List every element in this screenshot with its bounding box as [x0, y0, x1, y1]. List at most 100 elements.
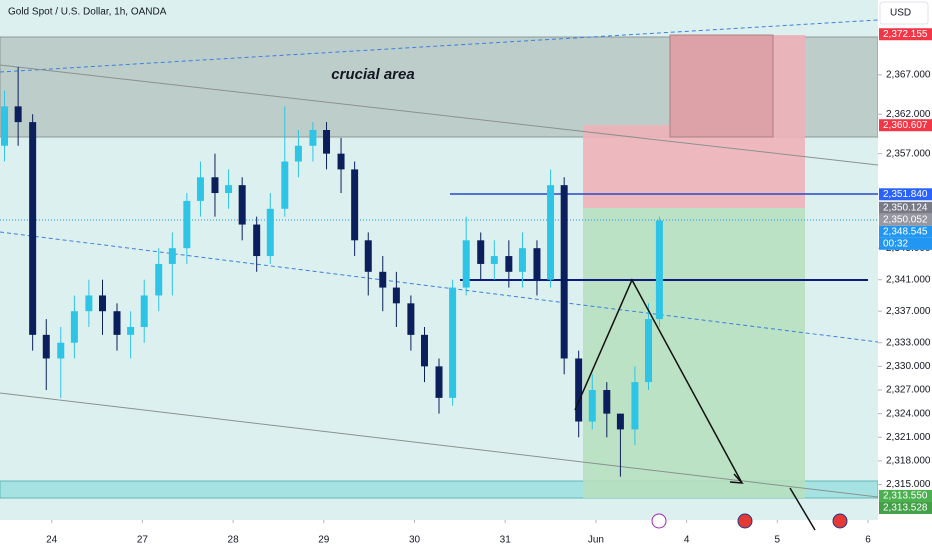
price-badge — [879, 489, 932, 502]
event-icon[interactable] — [832, 513, 848, 529]
candle-body — [113, 311, 121, 335]
y-tick-label: 2,327.000 — [886, 385, 931, 396]
price-badge-label: 2,360.607 — [883, 120, 928, 131]
x-tick-label: 5 — [775, 535, 781, 546]
candle-body — [533, 248, 541, 280]
candle-body — [309, 130, 317, 146]
y-tick-label: 2,362.000 — [886, 109, 931, 120]
y-tick-label: 2,341.000 — [886, 274, 931, 285]
candle-body — [211, 177, 219, 194]
price-axis — [878, 0, 932, 550]
candle-body — [505, 256, 513, 272]
countdown: 00:32 — [883, 238, 908, 249]
candle-body — [560, 185, 568, 359]
candle-body — [407, 303, 415, 335]
drawings — [0, 19, 878, 499]
price-badge — [879, 188, 932, 201]
candle-body — [266, 208, 274, 257]
candle-body — [588, 390, 596, 422]
candle-body — [435, 366, 443, 398]
y-tick-label: 2,324.000 — [886, 408, 931, 419]
candle-body — [155, 263, 163, 296]
arrow — [789, 487, 816, 531]
price-badge-label: 2,372.155 — [883, 29, 928, 40]
target-zone — [583, 208, 805, 498]
zone — [669, 34, 774, 138]
candle-body — [85, 295, 93, 312]
candle-body — [337, 153, 345, 170]
y-tick-label: 2,337.000 — [886, 306, 931, 317]
x-tick-label: 28 — [228, 535, 240, 546]
price-badge-label: 2,313.528 — [883, 503, 928, 514]
y-tick-label: 2,321.000 — [886, 432, 931, 443]
chart-title: Gold Spot / U.S. Dollar, 1h, OANDA — [8, 7, 167, 18]
price-badge-label: 2,350.052 — [883, 214, 928, 225]
candle-body — [645, 319, 653, 383]
candle-body — [449, 287, 457, 398]
x-tick-label: 31 — [500, 535, 512, 546]
arrow — [574, 278, 743, 484]
candle-body — [183, 200, 191, 249]
countdown-badge — [879, 237, 932, 250]
event-icons — [651, 513, 848, 529]
candle-body — [616, 413, 624, 430]
x-tick-label: 30 — [409, 535, 421, 546]
price-badge — [879, 213, 932, 226]
candles — [1, 66, 663, 477]
candle-body — [655, 220, 663, 320]
y-tick-label: 2,330.000 — [886, 361, 931, 372]
candle-body — [281, 161, 289, 209]
price-badge — [879, 28, 932, 41]
x-tick-label: Jun — [588, 535, 604, 546]
price-badge-label: 2,351.840 — [883, 189, 928, 200]
currency-box[interactable] — [879, 1, 929, 25]
candle-body — [140, 295, 148, 327]
candle-body — [225, 185, 233, 194]
candle-body — [420, 334, 428, 367]
candle-body — [253, 224, 261, 257]
candle-body — [42, 334, 50, 359]
candle-body — [238, 185, 246, 225]
trend-line — [0, 231, 878, 343]
candle-body — [196, 177, 204, 201]
x-tick-label: 6 — [865, 535, 871, 546]
y-tick-label: 2,318.000 — [886, 456, 931, 467]
event-icon[interactable] — [737, 513, 753, 529]
x-tick-label: 24 — [46, 535, 58, 546]
currency: USD — [890, 8, 911, 19]
candle-body — [98, 295, 106, 312]
time-axis — [0, 520, 878, 550]
candle-body — [575, 358, 583, 422]
stop-zone — [583, 125, 670, 208]
candle-body — [477, 240, 485, 264]
price-badge-label: 2,350.124 — [883, 202, 928, 213]
price-badge — [879, 119, 932, 132]
x-tick-label: 29 — [318, 535, 330, 546]
candle-body — [462, 240, 470, 288]
candle-body — [168, 248, 176, 264]
x-tick-label: 4 — [684, 535, 690, 546]
y-tick-label: 2,315.000 — [886, 479, 931, 490]
annotation: crucial area — [331, 66, 414, 83]
candle-body — [29, 122, 37, 335]
price-badge — [879, 225, 932, 238]
candle-body — [351, 169, 359, 241]
candle-body — [1, 106, 9, 146]
price-badge — [879, 201, 932, 214]
x-tick-label: 27 — [137, 535, 149, 546]
candle-body — [14, 106, 22, 123]
y-tick-label: 2,357.000 — [886, 148, 931, 159]
candle-body — [379, 271, 387, 288]
candle-body — [631, 382, 639, 430]
price-badge-label: 2,313.550 — [883, 491, 928, 502]
candle-body — [490, 256, 498, 264]
candle-body — [603, 390, 611, 414]
candle-body — [364, 240, 372, 272]
candle-body — [518, 248, 526, 272]
price-badge — [879, 501, 932, 514]
candle-body — [547, 185, 555, 280]
event-icon[interactable] — [651, 513, 667, 529]
candle-body — [57, 342, 65, 359]
candle-body — [323, 130, 331, 154]
